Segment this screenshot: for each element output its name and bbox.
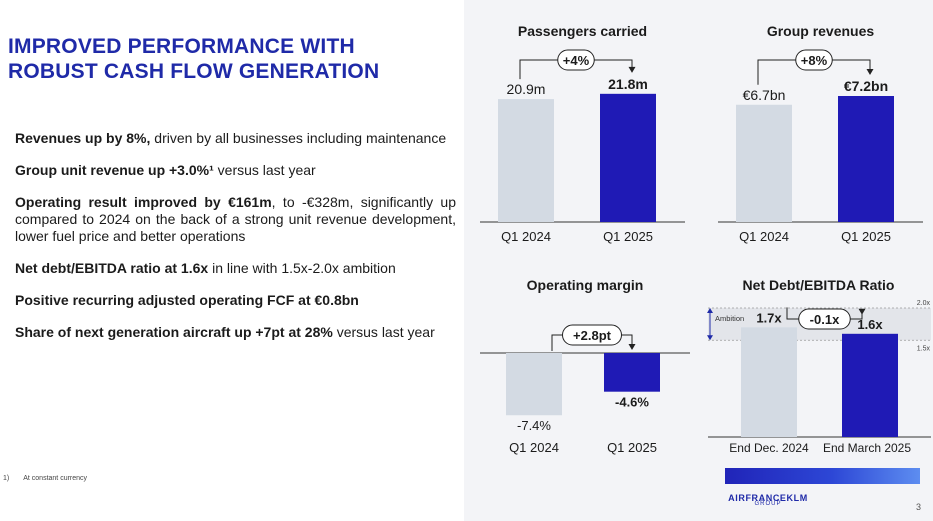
value-label: 21.8m	[608, 76, 648, 92]
bullet-bold: Operating result improved by €161m	[15, 194, 272, 210]
change-pill	[795, 49, 833, 71]
bullet-bold: Group unit revenue up +3.0%¹	[15, 162, 214, 178]
chart-svg: 2.0x 1.5x Ambition 1.7x End Dec. 2024 1.6x End…	[707, 300, 931, 455]
brand-logo: AIRFRANCEKLM GROUP	[718, 493, 818, 507]
tick-label: End March 2025	[823, 441, 911, 455]
bullet-item: Share of next generation aircraft up +7p…	[15, 324, 456, 341]
bullet-item: Revenues up by 8%, driven by all busines…	[15, 130, 456, 147]
chart-revenues: Group revenues €6.7bn Q1 2024 €7.2bn Q1 202…	[718, 20, 923, 250]
chart-title: Group revenues	[766, 23, 875, 39]
footnote-text: At constant currency	[23, 475, 88, 482]
change-arrow	[858, 308, 866, 315]
ambition-tick-label: 2.0x	[917, 300, 931, 307]
value-label: -7.4%	[517, 418, 551, 433]
chart-net-debt: Net Debt/EBITDA Ratio 2.0x 1.5x Ambition 1.…	[706, 275, 931, 460]
value-label: 20.9m	[507, 81, 546, 97]
chart-title: Passengers carried	[517, 23, 648, 39]
tick-label: Q1 2025	[603, 229, 653, 244]
bullet-item: Group unit revenue up +3.0%¹ versus last…	[15, 162, 456, 179]
ambition-arrow-head	[707, 308, 713, 313]
bullet-list: Revenues up by 8%, driven by all busines…	[15, 130, 456, 356]
bullet-text: driven by all businesses including maint…	[150, 130, 447, 146]
change-label: -0.1x	[810, 312, 840, 327]
title-line-2: ROBUST CASH FLOW GENERATION	[8, 60, 380, 83]
change-pill	[557, 49, 595, 71]
change-label: +2.8pt	[573, 328, 612, 343]
chart-svg: -7.4% Q1 2024 -4.6% Q1 2025 +2.8pt	[480, 324, 690, 455]
brand-logo-sub: GROUP	[754, 501, 782, 507]
change-arrow	[628, 66, 636, 73]
bar	[741, 327, 797, 437]
value-label: 1.6x	[857, 317, 883, 332]
bullet-item: Operating result improved by €161m, to -…	[15, 194, 456, 245]
chart-title: Net Debt/EBITDA Ratio	[742, 277, 895, 293]
ambition-label: Ambition	[715, 314, 744, 323]
bullet-bold: Revenues up by 8%,	[15, 130, 151, 146]
brand-color-strip	[725, 468, 920, 484]
value-label: €7.2bn	[844, 78, 888, 94]
tick-label: Q1 2024	[509, 440, 559, 455]
bar	[736, 104, 792, 222]
bullet-bold: Net debt/EBITDA ratio at 1.6x	[15, 260, 209, 276]
tick-label: Q1 2025	[841, 229, 891, 244]
footnote-marker: 1)	[3, 475, 10, 482]
tick-label: End Dec. 2024	[729, 441, 809, 455]
tick-label: Q1 2024	[501, 229, 551, 244]
chart-passengers: Passengers carried 20.9m Q1 2024 21.8m Q1 2…	[480, 20, 685, 250]
change-label: +4%	[563, 53, 590, 68]
page-number: 3	[916, 502, 922, 512]
text-panel: IMPROVED PERFORMANCE WITH ROBUST CASH FL…	[0, 0, 464, 521]
chart-title: Operating margin	[526, 277, 644, 293]
brand-logo-main: AIRFRANCEKLM	[728, 493, 808, 503]
bar	[498, 99, 554, 222]
bullet-bold: Share of next generation aircraft up +7p…	[15, 324, 333, 340]
bullet-text: versus last year	[332, 324, 435, 340]
chart-svg: 20.9m Q1 2024 21.8m Q1 2025 +4%	[480, 49, 685, 244]
bullet-text: versus last year	[213, 162, 316, 178]
change-arrow	[866, 69, 874, 75]
footnote: 1) At constant currency	[3, 475, 101, 482]
bullet-text: , to -€328m, significantly up compared t…	[15, 194, 457, 244]
bullet-item: Net debt/EBITDA ratio at 1.6x in line wi…	[15, 260, 456, 277]
bullet-item: Positive recurring adjusted operating FC…	[15, 292, 456, 309]
value-label: -4.6%	[615, 395, 649, 410]
bullet-text: in line with 1.5x-2.0x ambition	[208, 260, 396, 276]
value-label: 1.7x	[756, 310, 782, 325]
chart-svg: €6.7bn Q1 2024 €7.2bn Q1 2025 +8%	[718, 49, 923, 244]
value-label: €6.7bn	[743, 87, 786, 103]
bar	[604, 353, 660, 392]
change-pill	[798, 308, 851, 330]
title-line-1: IMPROVED PERFORMANCE WITH	[8, 35, 355, 58]
chart-operating-margin: Operating margin -7.4% Q1 2024 -4.6% Q1 202…	[480, 275, 690, 460]
tick-label: Q1 2024	[739, 229, 789, 244]
change-arrow	[628, 344, 636, 350]
ambition-tick-label: 1.5x	[917, 345, 931, 352]
change-label: +8%	[801, 53, 828, 68]
change-pill	[562, 324, 622, 346]
bar	[838, 96, 894, 222]
tick-label: Q1 2025	[607, 440, 657, 455]
bar	[506, 353, 562, 416]
ambition-arrow-head	[707, 335, 713, 341]
bar	[842, 333, 898, 437]
bullet-bold: Positive recurring adjusted operating FC…	[15, 292, 359, 308]
slide-title: IMPROVED PERFORMANCE WITH ROBUST CASH FL…	[8, 34, 448, 84]
bar	[600, 93, 656, 222]
